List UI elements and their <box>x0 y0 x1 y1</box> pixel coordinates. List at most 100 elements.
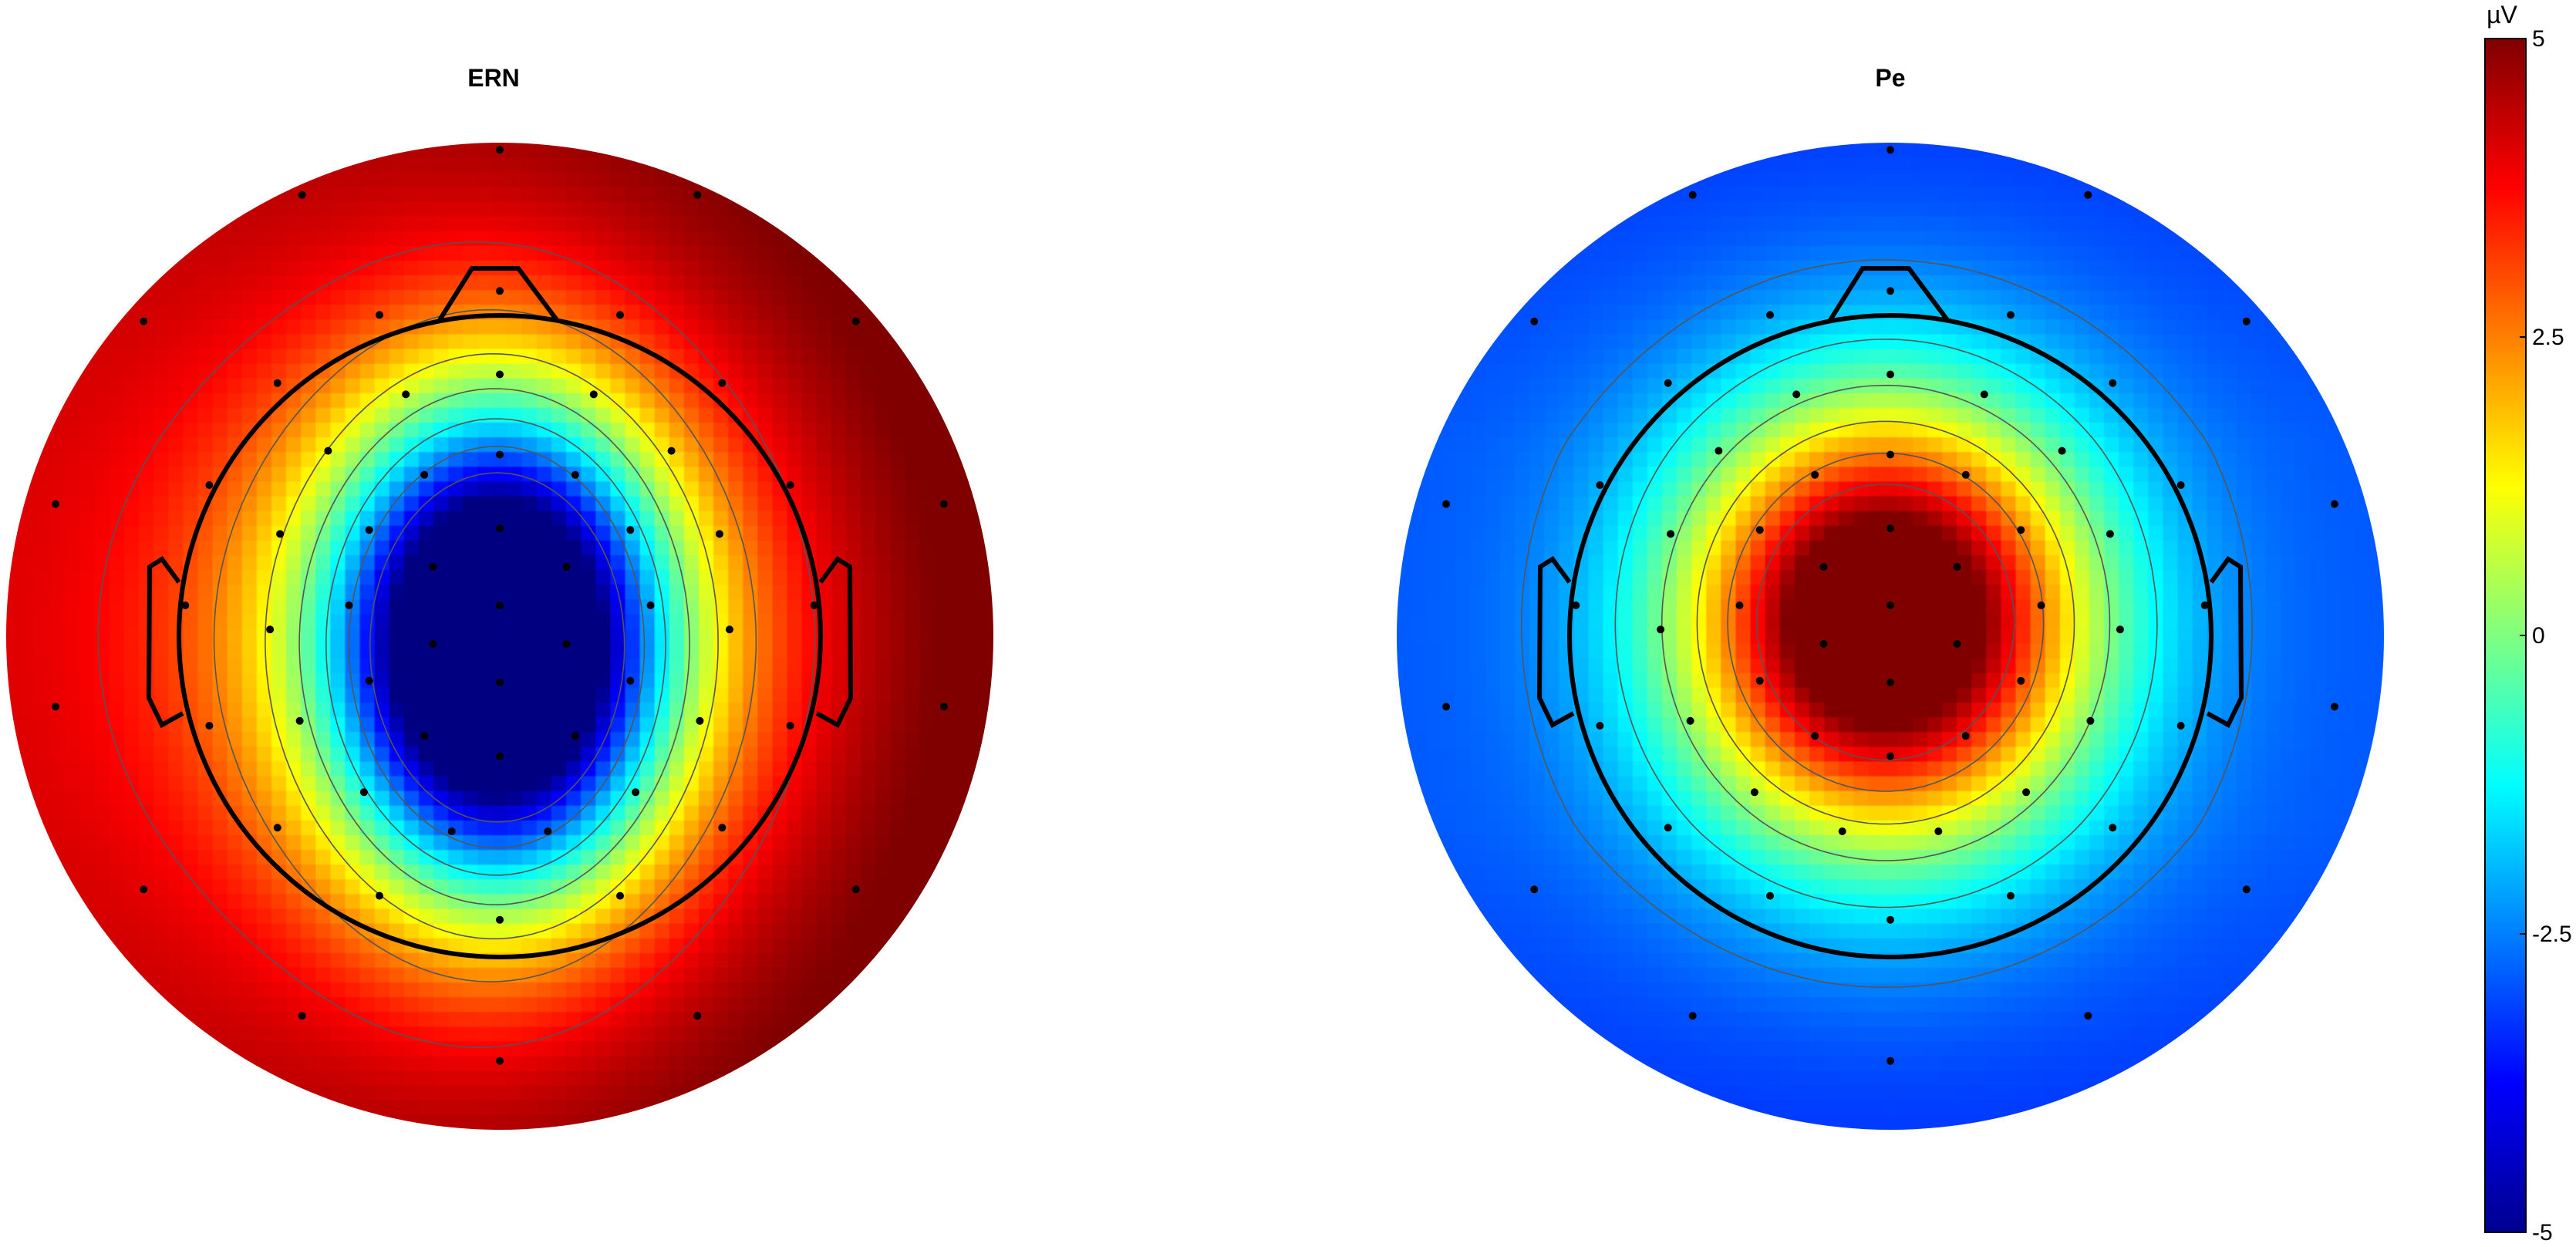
ern-topomap: ERN <box>6 64 993 1130</box>
pe-electrode-dot <box>2084 190 2092 199</box>
ern-electrode-dot <box>544 827 552 835</box>
pe-electrode-dot <box>2037 602 2045 609</box>
pe-electrode-dot <box>1953 563 1961 571</box>
ern-electrode-dot <box>496 524 504 533</box>
colorbar-tick-label: 0 <box>2532 623 2545 649</box>
pe-electrode-dot <box>2007 891 2015 900</box>
pe-electrode-dot <box>1886 1057 1894 1065</box>
pe-electrode-dot <box>1766 311 1774 319</box>
ern-electrode-dot <box>696 716 704 725</box>
ern-electrode-dot <box>496 1057 504 1065</box>
pe-nose <box>1828 266 1950 322</box>
pe-electrode-dot <box>1442 500 1451 508</box>
ern-electrode-dot <box>496 287 504 295</box>
ern-electrode-dot <box>496 915 504 924</box>
ern-electrode-dot <box>718 379 727 387</box>
pe-electrode-dot <box>2242 317 2251 325</box>
ern-electrode-dot <box>632 788 640 797</box>
pe-electrode-dot <box>1886 146 1894 154</box>
ern-electrode-dot <box>786 722 794 730</box>
pe-electrode-dot <box>1572 602 1580 609</box>
ern-electrode-dot <box>693 190 702 199</box>
pe-electrode-dot <box>2242 885 2251 894</box>
pe-electrode-dot <box>1664 379 1672 387</box>
ern-contour-line <box>97 241 816 1048</box>
ern-electrode-dot <box>786 481 794 489</box>
pe-contour-line <box>1661 384 2111 861</box>
ern-electrode-dot <box>496 146 504 154</box>
ern-electrode-dot <box>562 639 571 648</box>
ern-electrode-dot <box>496 450 504 459</box>
pe-electrode-dot <box>1715 447 1723 455</box>
colorbar-ticks: 5 2.5 0 -2.5 -5 <box>2520 26 2572 1245</box>
ern-electrode-dot <box>298 1012 306 1020</box>
pe-electrode-dot <box>1961 470 1970 479</box>
pe-topomap: Pe <box>1397 64 2384 1130</box>
pe-contours <box>1520 259 2253 988</box>
pe-electrode-dot <box>1886 915 1894 924</box>
pe-electrode-dot <box>1664 824 1672 832</box>
pe-electrode-dot <box>1755 676 1764 685</box>
ern-electrode-dot <box>447 827 456 835</box>
ern-electrode-dot <box>420 732 429 740</box>
pe-electrode-dot <box>2176 722 2185 730</box>
pe-electrode-dot <box>1886 602 1894 609</box>
ern-electrode-dot <box>324 447 332 455</box>
pe-electrode-dot <box>1886 524 1894 533</box>
pe-electrode-dot <box>1838 827 1846 835</box>
pe-electrode-dot <box>2086 716 2095 725</box>
pe-electrode-dot <box>1819 639 1828 648</box>
pe-electrode-dot <box>1886 287 1894 295</box>
pe-electrode-dot <box>1886 450 1894 459</box>
pe-contour-line <box>1614 339 2158 908</box>
ern-electrode-dot <box>562 563 571 571</box>
colorbar-tick-label: -2.5 <box>2532 922 2572 947</box>
pe-right-ear <box>2206 555 2244 729</box>
pe-electrode-dot <box>1750 788 1758 797</box>
pe-electrode-dot <box>1886 370 1894 379</box>
colorbar-gradient <box>2484 38 2527 1233</box>
pe-electrode-dot <box>2017 676 2025 685</box>
ern-nose <box>437 266 559 322</box>
pe-electrode-dot <box>2200 602 2209 609</box>
pe-electrode-dot <box>2109 379 2117 387</box>
colorbar-unit-label: µV <box>2487 1 2517 29</box>
ern-electrode-dot <box>429 639 437 648</box>
ern-electrode-dot <box>626 676 635 685</box>
ern-electrode-dot <box>496 752 504 760</box>
ern-electrode-dot <box>718 824 727 832</box>
ern-electrodes <box>52 146 948 1065</box>
pe-electrode-dot <box>1811 470 1819 479</box>
ern-contour-line <box>298 388 690 905</box>
ern-electrode-dot <box>205 481 214 489</box>
ern-electrode-dot <box>273 824 282 832</box>
ern-contours <box>97 241 816 1048</box>
ern-electrode-dot <box>273 379 282 387</box>
pe-electrode-dot <box>1596 722 1604 730</box>
pe-electrodes <box>1442 146 2338 1065</box>
ern-electrode-dot <box>939 703 948 711</box>
pe-heatmap <box>1397 143 2384 1130</box>
ern-electrode-dot <box>693 1012 702 1020</box>
pe-electrode-dot <box>1934 827 1943 835</box>
ern-electrode-dot <box>571 470 579 479</box>
pe-electrode-dot <box>2176 481 2185 489</box>
ern-electrode-dot <box>345 602 353 609</box>
ern-electrode-dot <box>715 530 723 538</box>
pe-electrode-dot <box>2007 311 2015 319</box>
ern-electrode-dot <box>295 716 304 725</box>
pe-electrode-dot <box>2084 1012 2092 1020</box>
ern-electrode-dot <box>376 891 383 900</box>
pe-electrode-dot <box>1953 639 1961 648</box>
pe-electrode-dot <box>1766 891 1774 900</box>
pe-electrode-dot <box>1961 732 1970 740</box>
pe-electrode-dot <box>2106 530 2114 538</box>
ern-electrode-dot <box>496 370 504 379</box>
ern-electrode-dot <box>667 447 676 455</box>
ern-head-outline <box>146 266 854 959</box>
ern-electrode-dot <box>376 311 383 319</box>
ern-electrode-dot <box>266 625 275 634</box>
ern-electrode-dot <box>140 885 148 894</box>
pe-electrode-dot <box>1686 716 1694 725</box>
ern-title: ERN <box>467 64 520 92</box>
